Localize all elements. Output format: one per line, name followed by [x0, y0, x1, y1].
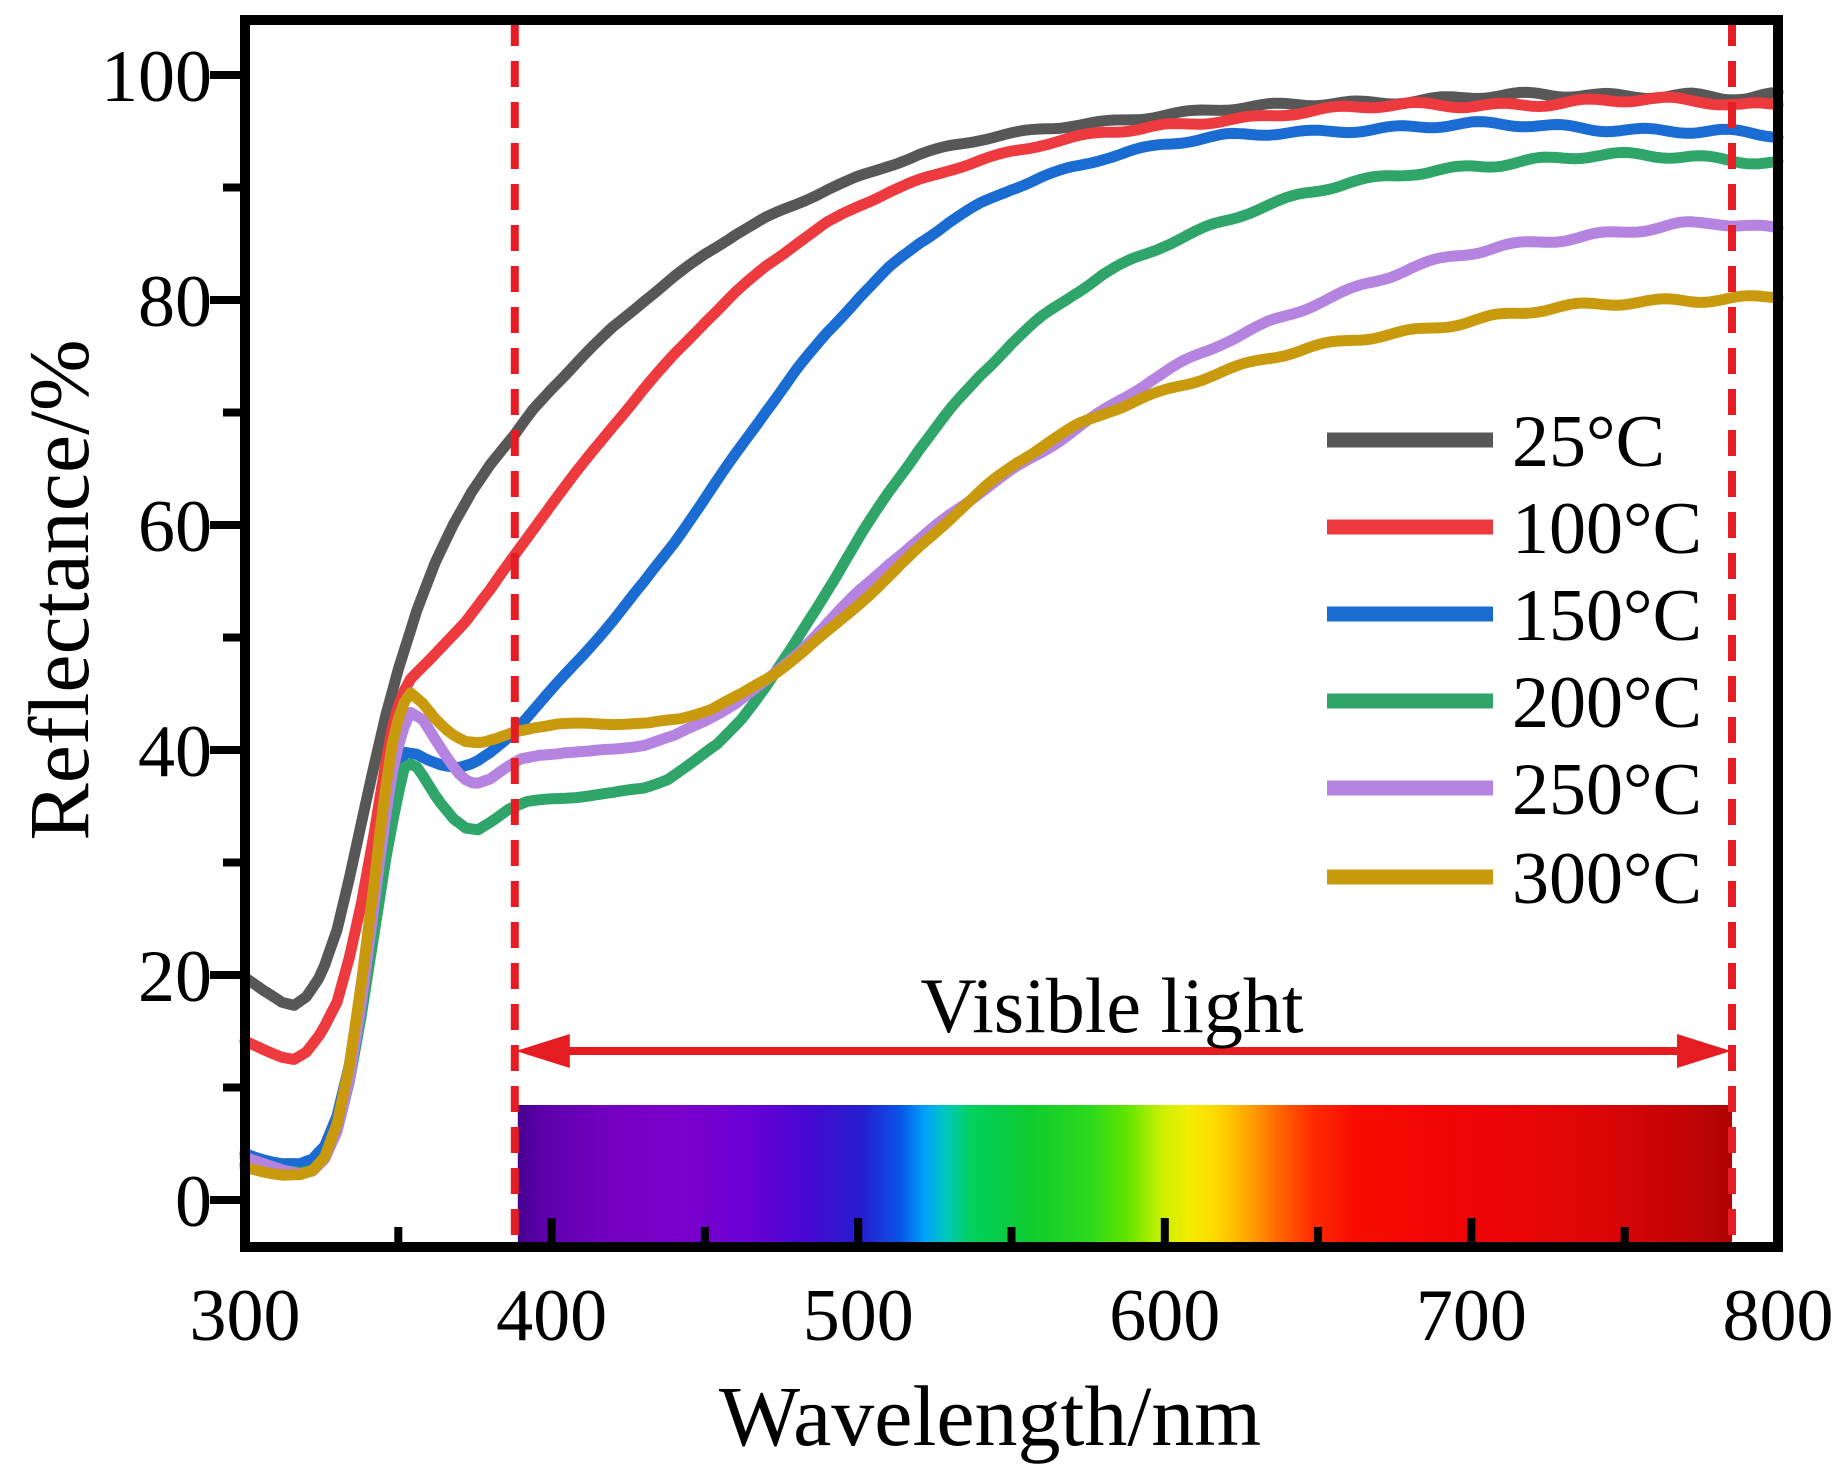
x-tick-label: 800 — [1723, 1275, 1834, 1357]
y-tick-label: 0 — [175, 1161, 212, 1243]
arrow-head-right — [1677, 1034, 1732, 1068]
x-axis-title: Wavelength/nm — [719, 1368, 1261, 1464]
y-tick-label: 100 — [101, 36, 212, 118]
y-axis-title: Reflectance/% — [11, 339, 107, 840]
y-tick-label: 40 — [138, 711, 212, 793]
x-tick-label: 400 — [496, 1275, 607, 1357]
series-curve-150C — [239, 116, 1784, 1170]
series-curve-25C — [239, 86, 1784, 1011]
x-tick-label: 300 — [190, 1275, 301, 1357]
x-tick-label: 600 — [1109, 1275, 1220, 1357]
legend-label-300C: 300°C — [1512, 838, 1702, 920]
series-curve-300C — [239, 290, 1784, 1181]
legend-label-250C: 250°C — [1512, 749, 1702, 831]
plot-frame — [240, 15, 1783, 1252]
series-curve-100C — [239, 91, 1784, 1065]
legend-label-25C: 25°C — [1512, 401, 1665, 483]
y-tick-label: 60 — [138, 486, 212, 568]
x-tick-label: 500 — [803, 1275, 914, 1357]
visible-spectrum-bar — [517, 1105, 1733, 1242]
y-tick-label: 80 — [138, 261, 212, 343]
visible-light-label: Visible light — [920, 962, 1303, 1049]
x-tick-label: 700 — [1416, 1275, 1527, 1357]
y-tick-label: 20 — [138, 936, 212, 1018]
legend-label-100C: 100°C — [1512, 488, 1702, 570]
series-curve-200C — [239, 146, 1784, 1179]
arrow-head-left — [515, 1034, 570, 1068]
legend-label-150C: 150°C — [1512, 575, 1702, 657]
legend-label-200C: 200°C — [1512, 662, 1702, 744]
